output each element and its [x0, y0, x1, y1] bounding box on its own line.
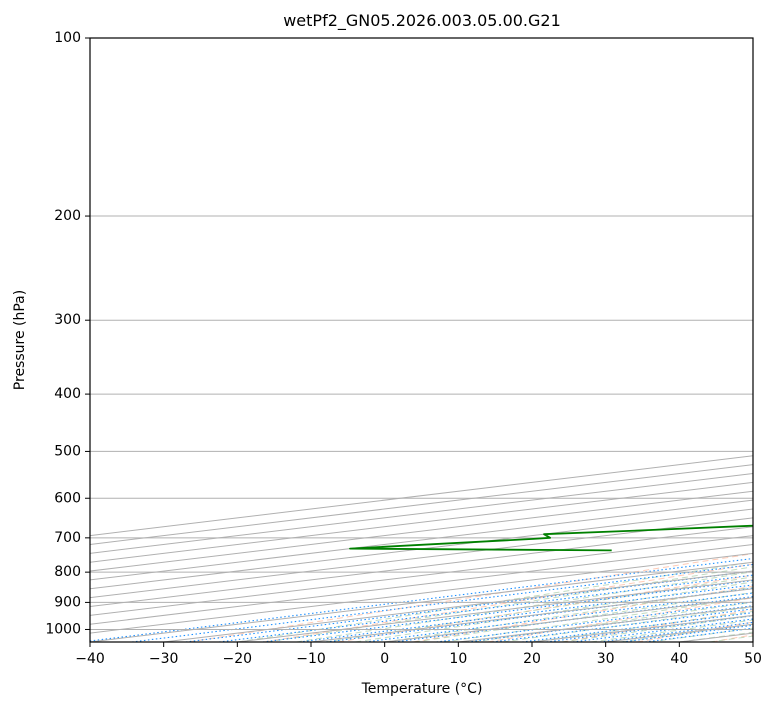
- x-tick-label: 10: [449, 651, 467, 667]
- dry-adiabat-line: [263, 563, 753, 642]
- pressure-gridlines: [90, 38, 753, 630]
- y-tick-label: 900: [54, 594, 81, 610]
- x-tick-label: 50: [744, 651, 762, 667]
- x-tick-label: −40: [75, 651, 105, 667]
- moist-adiabat-line: [266, 566, 753, 642]
- x-axis: −40 −30 −20 −10 0 10 20 30 40 50: [75, 642, 762, 667]
- y-tick-label: 100: [54, 30, 81, 46]
- x-axis-label: Temperature (°C): [361, 681, 483, 697]
- y-tick-label: 400: [54, 386, 81, 402]
- y-tick-label: 700: [54, 530, 81, 546]
- isotherm-line: [90, 517, 753, 599]
- x-tick-label: 40: [670, 651, 688, 667]
- mixing-ratio-lines: [90, 557, 753, 642]
- mixing-ratio-line: [262, 579, 753, 642]
- mixing-ratio-line: [299, 584, 753, 642]
- chart-title: wetPf2_GN05.2026.003.05.00.G21: [283, 11, 561, 31]
- x-tick-label: 0: [380, 651, 389, 667]
- isotherm-line: [90, 473, 753, 554]
- y-tick-label: 1000: [45, 621, 81, 637]
- y-tick-label: 300: [54, 312, 81, 328]
- y-tick-label: 200: [54, 208, 81, 224]
- x-tick-label: −10: [296, 651, 326, 667]
- moist-adiabat-line: [237, 561, 753, 642]
- x-tick-label: −30: [149, 651, 179, 667]
- y-axis: 100 200 300 400 500 600 700 800 900 1000: [45, 30, 90, 637]
- dry-adiabat-line: [487, 597, 753, 642]
- isotherm-line: [90, 535, 753, 616]
- moist-adiabat-line: [414, 591, 753, 642]
- y-tick-label: 600: [54, 490, 81, 506]
- plot-frame: [89, 37, 754, 643]
- isotherm-line: [90, 490, 753, 572]
- x-tick-label: −20: [223, 651, 253, 667]
- x-tick-label: 20: [523, 651, 541, 667]
- plot-area: -100-90-80-70-60-50-40-30-20-10010203040…: [90, 38, 753, 642]
- isotherm-line: [90, 526, 753, 608]
- isotherm-line: [90, 464, 753, 545]
- moist-adiabat-line: [355, 581, 753, 642]
- mixing-ratio-line: [185, 570, 753, 642]
- y-axis-label: Pressure (hPa): [12, 290, 28, 390]
- mixing-ratio-line: [218, 574, 753, 642]
- y-tick-label: 800: [54, 564, 81, 580]
- y-tick-label: 500: [54, 443, 81, 459]
- isotherm-line: [90, 499, 753, 581]
- isotherm-line: [90, 481, 753, 563]
- x-tick-label: 30: [597, 651, 615, 667]
